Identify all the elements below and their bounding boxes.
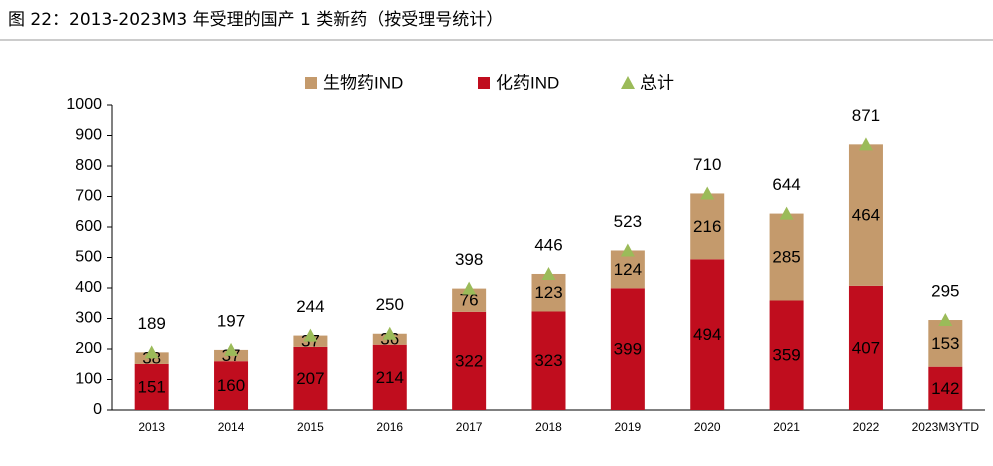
data-label: 399	[614, 340, 642, 359]
data-label: 464	[852, 206, 880, 225]
total-label: 871	[852, 106, 880, 125]
data-label: 151	[137, 377, 165, 396]
y-tick-label: 900	[75, 127, 102, 144]
data-label: 214	[376, 368, 404, 387]
total-marker	[779, 206, 794, 220]
bar-segment	[452, 288, 487, 312]
total-marker	[303, 328, 318, 342]
data-label: 407	[852, 338, 880, 357]
x-tick-label: 2019	[615, 420, 642, 434]
x-tick-label: 2020	[694, 420, 721, 434]
total-marker	[382, 326, 397, 340]
x-tick-label: 2016	[376, 420, 403, 434]
bar-segment	[769, 300, 804, 410]
total-label: 398	[455, 250, 483, 269]
total-marker	[938, 313, 953, 327]
total-marker	[858, 137, 873, 151]
total-label: 189	[137, 314, 165, 333]
x-tick-label: 2017	[456, 420, 483, 434]
total-label: 523	[614, 212, 642, 231]
total-label: 244	[296, 297, 324, 316]
data-label: 359	[772, 346, 800, 365]
bar-segment	[848, 285, 883, 410]
legend-marker	[621, 76, 635, 89]
total-label: 295	[931, 282, 959, 301]
x-tick-label: 2023M3YTD	[912, 420, 980, 434]
legend-swatch	[305, 77, 317, 89]
data-label: 124	[614, 260, 642, 279]
y-tick-label: 100	[75, 371, 102, 388]
bar-segment	[610, 288, 645, 410]
data-label: 160	[217, 376, 245, 395]
bar-segment	[134, 363, 169, 410]
x-tick-label: 2018	[535, 420, 562, 434]
total-label: 250	[376, 295, 404, 314]
bar-segment	[531, 273, 566, 312]
data-label: 322	[455, 351, 483, 370]
bar-segment	[690, 259, 725, 410]
data-label: 207	[296, 369, 324, 388]
total-label: 446	[534, 235, 562, 254]
chart-title: 图 22：2013-2023M3 年受理的国产 1 类新药（按受理号统计）	[8, 10, 503, 30]
data-label: 142	[931, 379, 959, 398]
data-label: 76	[460, 291, 479, 310]
total-marker	[224, 342, 239, 356]
total-label: 644	[772, 175, 800, 194]
legend-swatch	[478, 77, 490, 89]
bar-segment	[452, 311, 487, 410]
x-tick-label: 2022	[853, 420, 880, 434]
bar-segment	[372, 344, 407, 410]
bar-segment	[214, 361, 249, 410]
bar-segment	[293, 346, 328, 410]
y-tick-label: 200	[75, 340, 102, 357]
total-marker	[462, 281, 477, 295]
y-tick-label: 700	[75, 188, 102, 205]
total-label: 710	[693, 155, 721, 174]
y-tick-label: 600	[75, 218, 102, 235]
x-tick-label: 2015	[297, 420, 324, 434]
data-label: 323	[534, 351, 562, 370]
data-label: 494	[693, 325, 721, 344]
total-marker	[700, 186, 715, 200]
bar-segment	[928, 320, 963, 367]
y-tick-label: 0	[93, 401, 102, 418]
x-tick-label: 2021	[773, 420, 800, 434]
bar-segment	[848, 144, 883, 286]
total-marker	[144, 345, 159, 359]
legend-label: 生物药IND	[323, 73, 403, 92]
y-tick-label: 800	[75, 157, 102, 174]
legend-label: 总计	[640, 73, 674, 92]
bar-segment	[531, 311, 566, 410]
y-tick-label: 500	[75, 249, 102, 266]
y-tick-label: 1000	[66, 96, 102, 113]
data-label: 123	[534, 283, 562, 302]
data-label: 153	[931, 334, 959, 353]
bar-segment	[769, 213, 804, 301]
x-tick-label: 2014	[218, 420, 245, 434]
total-marker	[541, 266, 556, 280]
bar-segment	[690, 193, 725, 260]
legend-label: 化药IND	[496, 73, 559, 92]
y-tick-label: 300	[75, 310, 102, 327]
x-tick-label: 2013	[138, 420, 165, 434]
bar-segment	[928, 366, 963, 410]
total-label: 197	[217, 311, 245, 330]
bar-segment	[610, 250, 645, 289]
data-label: 285	[772, 248, 800, 267]
y-tick-label: 400	[75, 279, 102, 296]
data-label: 216	[693, 217, 721, 236]
total-marker	[620, 243, 635, 257]
